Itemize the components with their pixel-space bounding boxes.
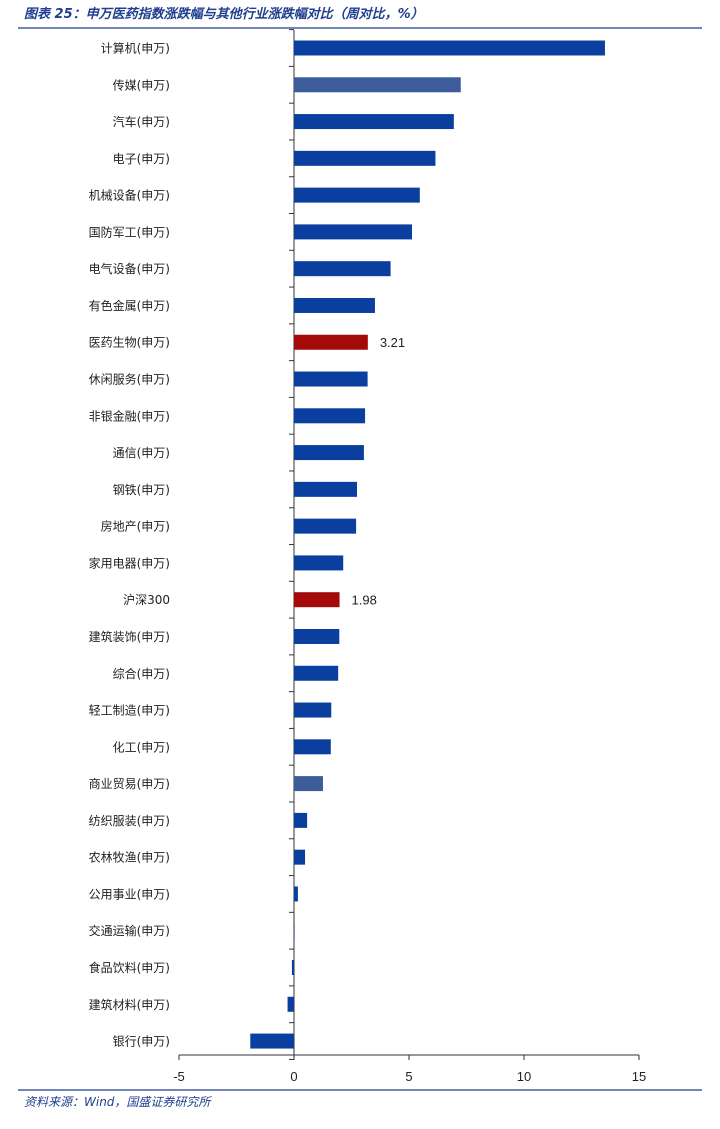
category-label: 沪深300 (123, 593, 170, 607)
category-label: 家用电器(申万) (89, 555, 170, 570)
bar (294, 297, 375, 313)
category-label: 纺织服装(申万) (89, 814, 170, 828)
bar (294, 261, 391, 277)
category-label: 交通运输(申万) (89, 923, 170, 938)
category-label: 商业贸易(申万) (89, 776, 170, 791)
bar (294, 702, 332, 718)
category-label: 轻工制造(申万) (89, 704, 170, 718)
category-label: 公用事业(申万) (89, 887, 170, 901)
category-label: 建筑材料(申万) (89, 997, 170, 1012)
category-label: 通信(申万) (113, 446, 170, 460)
category-label: 电子(申万) (113, 152, 170, 166)
category-label: 医药生物(申万) (89, 336, 170, 350)
data-label: 1.98 (352, 593, 377, 608)
bar (291, 960, 294, 975)
bar (294, 592, 340, 608)
category-label: 非银金融(申万) (89, 408, 170, 423)
source-note: 资料来源：Wind，国盛证券研究所 (24, 1095, 212, 1109)
bar (294, 923, 295, 939)
category-label: 国防军工(申万) (89, 224, 170, 239)
bar (294, 187, 420, 203)
category-label: 机械设备(申万) (89, 188, 170, 203)
category-label: 有色金属(申万) (89, 298, 170, 313)
bar (294, 40, 605, 56)
x-tick-label: -5 (173, 1069, 185, 1084)
bar (294, 77, 461, 93)
bar (294, 555, 344, 571)
bar (287, 996, 294, 1012)
x-tick-label: 10 (517, 1069, 531, 1084)
category-label: 计算机(申万) (101, 41, 170, 56)
bar (294, 776, 323, 792)
bar (294, 445, 364, 461)
bar (294, 150, 436, 166)
bar (294, 114, 454, 130)
bar (294, 334, 368, 350)
x-tick-label: 5 (405, 1069, 412, 1084)
plot-area: 计算机(申万) 传媒(申万) 汽车(申万) 电子(申万) 机械设备(申万) 国防军工(申万… (89, 29, 646, 1084)
category-label: 银行(申万) (113, 1035, 170, 1049)
bar (250, 1033, 294, 1049)
category-label: 综合(申万) (113, 666, 170, 681)
bar (294, 812, 308, 828)
data-label: 3.21 (380, 335, 405, 350)
bar (294, 408, 366, 424)
x-tick-label: 0 (290, 1069, 297, 1084)
bar (294, 886, 298, 902)
category-label: 化工(申万) (113, 740, 170, 754)
bar (294, 481, 358, 497)
bar (294, 371, 368, 387)
category-label: 房地产(申万) (101, 519, 170, 534)
category-label: 电气设备(申万) (89, 261, 170, 276)
category-label: 传媒(申万) (113, 77, 170, 92)
bar (294, 739, 331, 755)
chart-title: 图表 25：申万医药指数涨跌幅与其他行业涨跌幅对比（周对比，%） (24, 6, 424, 22)
category-label: 食品饮料(申万) (89, 960, 170, 975)
bar (294, 628, 340, 644)
category-label: 钢铁(申万) (113, 483, 170, 497)
category-label: 汽车(申万) (113, 114, 170, 129)
bar (294, 849, 306, 865)
bar (294, 518, 357, 534)
bar (294, 665, 339, 681)
bar (294, 224, 412, 240)
x-tick-label: 15 (632, 1069, 646, 1084)
category-label: 农林牧渔(申万) (89, 851, 170, 865)
category-label: 建筑装饰(申万) (89, 629, 170, 644)
category-label: 休闲服务(申万) (89, 372, 170, 387)
